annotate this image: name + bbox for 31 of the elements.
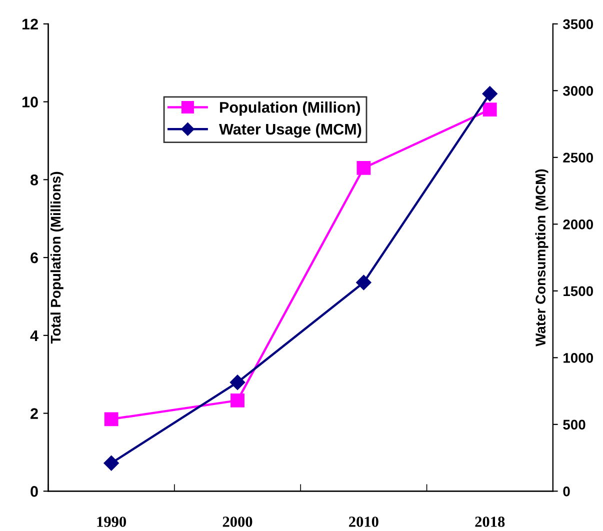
y2-tick-label: 1500 (564, 286, 593, 296)
y-tick-label: 2 (30, 408, 38, 419)
y2-tick-label: 3000 (562, 86, 593, 96)
y-tick-label: 6 (30, 252, 38, 264)
y-tick-label: 10 (22, 96, 38, 108)
y2-axis-title: Water Consumption (MCM) (535, 169, 548, 346)
y2-tick-label: 3500 (562, 19, 593, 30)
y-tick-label: 12 (22, 18, 38, 30)
y2-tick-label: 1000 (564, 353, 593, 363)
y-tick-label: 8 (30, 174, 38, 186)
point (356, 274, 372, 290)
legend-label: Water Usage (MCM) (219, 123, 362, 138)
y-tick-label: 0 (30, 486, 38, 497)
legend-label: Population (Million) (220, 102, 360, 116)
point (482, 102, 497, 117)
x-tick-label: 2000 (222, 516, 252, 527)
x-tick-label: 1990 (97, 516, 126, 527)
point (482, 86, 498, 102)
point (230, 394, 244, 408)
point (104, 412, 118, 426)
point (356, 161, 371, 175)
point (104, 456, 119, 471)
y2-tick-label: 2500 (563, 152, 593, 163)
y2-tick-label: 500 (563, 420, 586, 430)
x-tick-label: 2018 (475, 516, 505, 527)
y-tick-label: 4 (30, 330, 38, 341)
x-tick-label: 2010 (349, 516, 378, 527)
y2-tick-label: 0 (563, 486, 570, 496)
point (230, 374, 246, 390)
y-axis-title: Total Population (Millions) (50, 172, 64, 344)
y2-tick-label: 2000 (563, 219, 593, 230)
